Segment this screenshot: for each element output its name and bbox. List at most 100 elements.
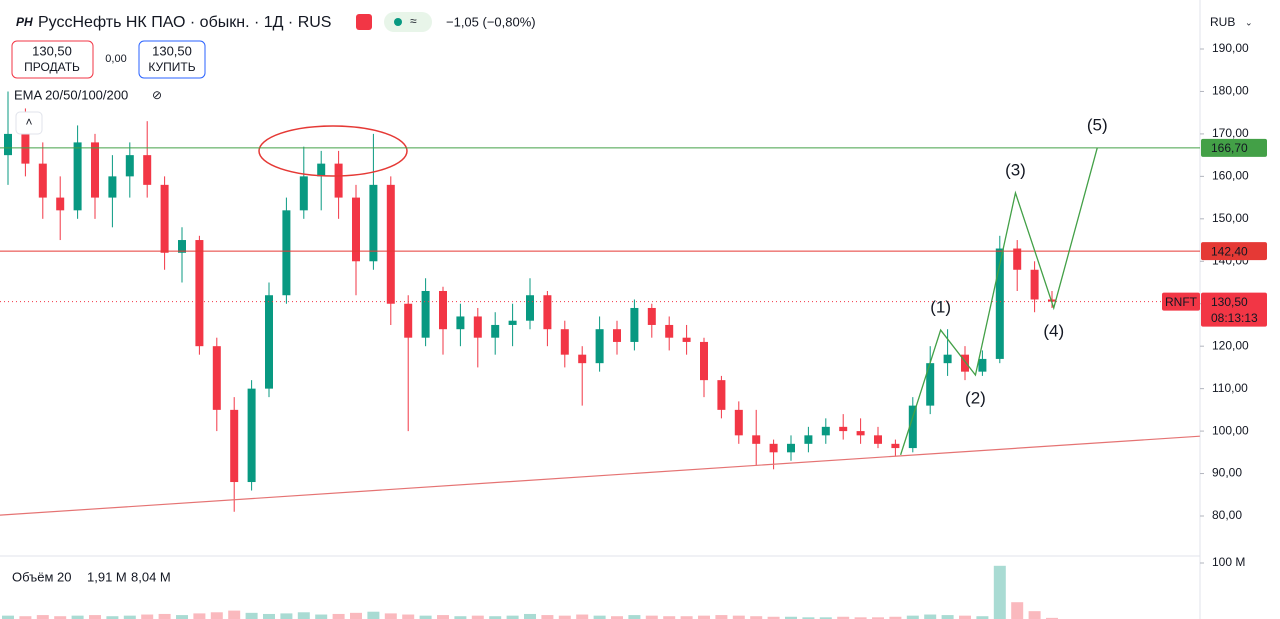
logo-text: PH	[16, 15, 33, 29]
candle-body	[352, 197, 360, 262]
volume-bar	[437, 615, 449, 619]
hide-icon[interactable]: ⊘	[152, 88, 162, 102]
candle-body	[613, 329, 621, 342]
volume-bar	[471, 615, 484, 619]
candle-body	[1030, 269, 1039, 300]
volume-bar	[280, 613, 293, 619]
volume-bar	[889, 616, 902, 619]
candle-body	[91, 142, 99, 198]
sell-price[interactable]: 130,50	[32, 43, 72, 58]
volume-bar	[193, 613, 206, 619]
volume-bar	[576, 614, 589, 619]
buy-label[interactable]: КУПИТЬ	[148, 60, 195, 74]
wave-label: (5)	[1087, 115, 1108, 134]
candle-body	[752, 435, 761, 444]
candle-body	[317, 163, 326, 177]
volume-bar	[454, 616, 467, 619]
candle-body	[21, 133, 30, 164]
candle-body	[995, 248, 1004, 359]
volume-bar	[54, 616, 67, 619]
volume-bar	[506, 615, 519, 619]
currency-caret[interactable]: ⌄	[1245, 17, 1253, 27]
volume-bar	[228, 610, 241, 619]
volume-bar	[1011, 602, 1024, 619]
volume-bar	[785, 616, 797, 619]
volume-bar	[106, 616, 119, 619]
volume-bar	[402, 614, 415, 619]
volume-bar	[611, 616, 623, 619]
candle-body	[1013, 248, 1022, 270]
volume-bar	[732, 615, 745, 619]
y-tick-label: 170,00	[1212, 126, 1249, 140]
status-dot	[394, 18, 402, 26]
candle-body	[386, 184, 395, 304]
volume-bar	[71, 615, 84, 619]
buy-price[interactable]: 130,50	[152, 43, 192, 58]
candle-body	[178, 240, 186, 253]
volume-bar	[698, 615, 710, 619]
candle-body	[439, 290, 447, 330]
price-label: 130,50	[1211, 295, 1248, 309]
wave-label: (4)	[1043, 321, 1064, 340]
volume-bar	[767, 616, 780, 619]
change: −1,05 (−0,80%)	[446, 14, 536, 29]
volume-tick-label: 100 M	[1212, 555, 1245, 569]
candle-body	[595, 329, 604, 364]
header: PH РуссНефть НК ПАО · обыкн. · 1Д · RUS …	[11, 12, 1253, 135]
symbol-tag	[1162, 292, 1200, 311]
candle-body	[125, 155, 134, 177]
candle-body	[874, 435, 882, 444]
status-pill	[384, 12, 432, 32]
volume-bar	[384, 613, 397, 619]
currency[interactable]: RUB	[1210, 15, 1235, 29]
buy-button[interactable]	[138, 40, 206, 79]
candle-body	[195, 240, 204, 347]
candle-body	[491, 324, 500, 338]
candle-body	[908, 405, 917, 449]
symbol-title: РуссНефть НК ПАО · обыкн. · 1Д · RUS	[38, 14, 331, 31]
candle-body	[961, 354, 969, 372]
y-tick-label: 110,00	[1212, 381, 1248, 395]
volume-bar	[628, 615, 641, 619]
volume-bar	[297, 612, 310, 619]
volume-bar	[19, 616, 32, 619]
volume-value: 1,91 M	[87, 569, 127, 584]
collapse-icon[interactable]: ˄	[25, 115, 32, 129]
collapse-button[interactable]	[15, 111, 43, 135]
sell-button[interactable]	[11, 40, 94, 79]
y-tick-label: 80,00	[1212, 508, 1242, 522]
candle-body	[978, 358, 987, 372]
candle-body	[647, 307, 656, 325]
volume-bar	[350, 612, 362, 619]
flag[interactable]	[356, 14, 372, 30]
candle-body	[665, 324, 674, 338]
symbol-label: RNFT	[1165, 295, 1198, 309]
y-tick-label: 190,00	[1212, 41, 1249, 55]
trendline	[0, 435, 1200, 516]
volume-bar	[524, 613, 536, 619]
candle-body	[247, 388, 256, 483]
candle-body	[56, 197, 65, 211]
volume-bar	[750, 616, 763, 619]
volume-bar	[367, 611, 380, 619]
volume-bar	[558, 615, 571, 619]
plot	[2, 91, 1058, 619]
volume-bar	[141, 614, 154, 619]
volume-bar	[993, 565, 1006, 619]
volume-bar	[89, 615, 101, 619]
candle-body	[160, 184, 169, 253]
status-icon: ≈	[410, 14, 417, 28]
candle-body	[212, 346, 221, 410]
volume-bar	[645, 615, 658, 619]
candle-body	[769, 443, 778, 453]
candle-body	[787, 443, 795, 453]
highlight-ellipse	[258, 125, 408, 177]
spread: 0,00	[105, 53, 126, 65]
level-tag	[1201, 138, 1267, 157]
candle-body	[891, 443, 900, 449]
candle-body	[578, 354, 587, 364]
price-tag	[1201, 292, 1267, 327]
sell-label[interactable]: ПРОДАТЬ	[24, 60, 80, 74]
candle-body	[334, 163, 343, 198]
volume-bar	[245, 612, 258, 619]
